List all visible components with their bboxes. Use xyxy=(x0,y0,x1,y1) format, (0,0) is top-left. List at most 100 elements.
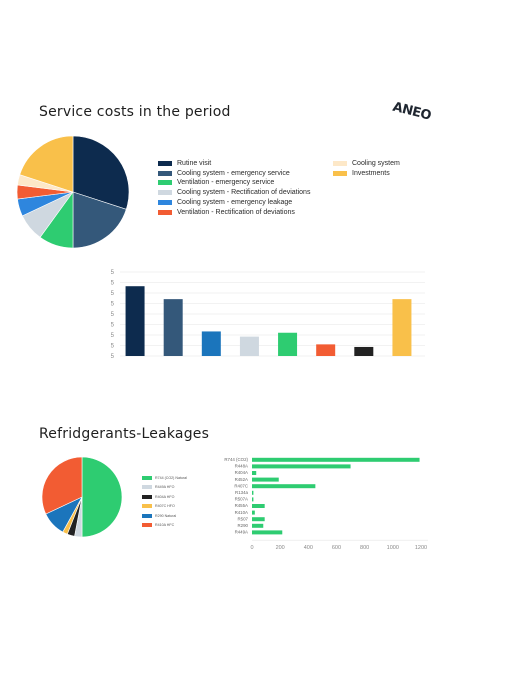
service-costs-legend-swatch xyxy=(158,199,172,205)
service-costs-legend-item: Cooling system - emergency leakage xyxy=(158,199,292,206)
service-costs-legend-item: Cooling system - emergency service xyxy=(158,170,290,177)
refrigerants-legend-label: R410A HFC xyxy=(155,523,175,527)
service-costs-legend-label: Rutine visit xyxy=(177,160,212,167)
service-costs-legend-swatch xyxy=(333,171,347,176)
refrigerant-category-label: R404A xyxy=(235,470,248,475)
service-costs-legend-label: Cooling system xyxy=(352,160,400,167)
refrigerant-bar xyxy=(252,464,351,469)
y-tick-label: 5 xyxy=(111,344,115,350)
service-costs-legend-swatch xyxy=(158,190,172,196)
service-costs-slice-0 xyxy=(72,135,130,210)
refrigerant-category-label: R407C xyxy=(234,483,248,488)
refrigerant-bar xyxy=(252,504,265,508)
refrigerants-legend-swatch xyxy=(142,523,152,527)
refrigerants-legend-item: R404A HFO xyxy=(142,494,175,499)
service-costs-legend-swatch xyxy=(158,209,172,215)
refrigerant-bar xyxy=(252,510,255,515)
refrigerant-category-label: R448A xyxy=(235,464,248,469)
refrigerants-legend-label: R407C HFO xyxy=(155,504,175,509)
service-costs-legend-swatch xyxy=(158,180,172,186)
refrigerants-legend-label: R404A HFO xyxy=(155,494,175,499)
refrigerants-slice-0 xyxy=(81,456,123,538)
refrigerant-bar xyxy=(252,497,254,502)
service-costs-legend-label: Ventilation - Rectification of deviation… xyxy=(177,208,295,216)
refrigerants-legend-label: R290 Natural xyxy=(155,513,177,518)
refrigerant-category-label: R507A xyxy=(235,497,248,502)
y-tick-label: 5 xyxy=(111,312,115,318)
refrigerants-pie-chart xyxy=(41,456,123,538)
service-cost-bar xyxy=(201,331,221,356)
service-costs-legend-item: Cooling system - Rectification of deviat… xyxy=(158,189,310,196)
x-tick-label: 0 xyxy=(250,545,253,551)
y-tick-label: 5 xyxy=(111,323,115,329)
service-costs-legend-label: Cooling system - emergency leakage xyxy=(177,198,293,206)
refrigerants-legend-swatch xyxy=(142,504,152,509)
service-costs-legend-item: Rutine visit xyxy=(158,160,211,167)
service-costs-legend-swatch xyxy=(158,170,172,176)
service-costs-legend-label: Ventilation - emergency service xyxy=(177,179,275,187)
refrigerant-category-label: R744 (CO2) xyxy=(224,457,248,462)
service-costs-bar-chart: 5 5 5 5 5 5 5 5 5 xyxy=(111,270,425,360)
refrigerant-bar xyxy=(252,523,264,528)
refrigerants-legend-swatch xyxy=(142,494,152,499)
y-tick-label: 5 xyxy=(111,302,115,308)
refrigerant-category-label: R134a xyxy=(235,490,248,495)
service-costs-legend-label: Investments xyxy=(352,170,390,177)
aneo-logo: ANEO xyxy=(391,99,433,124)
refrigerant-bar xyxy=(252,477,279,482)
y-tick-label: 5 xyxy=(111,281,115,287)
service-costs-legend-swatch xyxy=(158,161,172,166)
refrigerants-legend-item: R744 (CO2) Natural xyxy=(142,476,187,480)
x-tick-label: 1200 xyxy=(415,545,427,551)
refrigerants-legend-item: R407C HFO xyxy=(142,504,175,509)
refrigerant-category-label: R449A xyxy=(235,530,248,535)
service-costs-title: Service costs in the period xyxy=(39,104,231,120)
refrigerant-bar xyxy=(252,457,420,462)
service-costs-slice-1 xyxy=(72,191,127,249)
refrigerants-legend: R744 (CO2) Natural R449A HFO R404A HFO R407… xyxy=(142,476,202,527)
service-cost-bar xyxy=(125,286,145,356)
refrigerants-legend-label: R744 (CO2) Natural xyxy=(155,476,187,480)
refrigerants-leakages-title: Refridgerants-Leakages xyxy=(39,426,210,442)
refrigerant-bar xyxy=(252,484,316,489)
service-costs-legend: Rutine visit Cooling system - emergency s… xyxy=(158,160,428,220)
refrigerants-legend-item: R410A HFC xyxy=(142,523,174,527)
x-tick-label: 200 xyxy=(276,545,285,551)
service-cost-bar xyxy=(316,344,336,356)
y-tick-label: 5 xyxy=(111,354,115,360)
refrigerant-category-label: R507 xyxy=(238,516,249,521)
refrigerant-category-label: R455A xyxy=(235,503,248,508)
refrigerants-legend-swatch xyxy=(142,513,152,518)
refrigerant-bar xyxy=(252,517,265,522)
service-cost-bar xyxy=(354,346,374,356)
service-costs-legend-item: Cooling system xyxy=(333,160,400,167)
service-costs-legend-item: Investments xyxy=(333,170,390,177)
service-cost-bar xyxy=(239,336,259,356)
refrigerants-legend-item: R449A HFO xyxy=(142,485,175,490)
refrigerants-legend-swatch xyxy=(142,476,152,480)
refrigerant-category-label: R452A xyxy=(235,477,248,482)
refrigerant-category-label: R290 xyxy=(238,523,249,528)
service-costs-legend-item: Ventilation - emergency service xyxy=(158,179,274,186)
x-tick-label: 400 xyxy=(304,545,313,551)
service-costs-legend-label: Cooling system - Rectification of deviat… xyxy=(177,189,311,197)
refrigerants-legend-swatch xyxy=(142,485,152,490)
x-tick-label: 1000 xyxy=(387,545,399,551)
service-costs-legend-label: Cooling system - emergency service xyxy=(177,169,290,177)
y-tick-label: 5 xyxy=(111,333,115,339)
refrigerant-bar xyxy=(252,490,254,495)
service-costs-slice-7 xyxy=(19,135,74,193)
refrigerants-legend-label: R449A HFO xyxy=(155,485,175,490)
refrigerant-category-label: R410A xyxy=(235,510,248,515)
x-tick-label: 600 xyxy=(332,545,341,551)
service-cost-bar xyxy=(278,332,298,356)
service-cost-bar xyxy=(392,299,412,356)
refrigerant-bar xyxy=(252,530,283,535)
refrigerants-slice-5 xyxy=(41,456,83,515)
y-tick-label: 5 xyxy=(111,270,115,276)
refrigerant-bar xyxy=(252,471,257,475)
service-costs-pie-chart xyxy=(16,135,130,249)
x-tick-label: 800 xyxy=(360,545,369,551)
service-costs-legend-swatch xyxy=(333,161,347,166)
